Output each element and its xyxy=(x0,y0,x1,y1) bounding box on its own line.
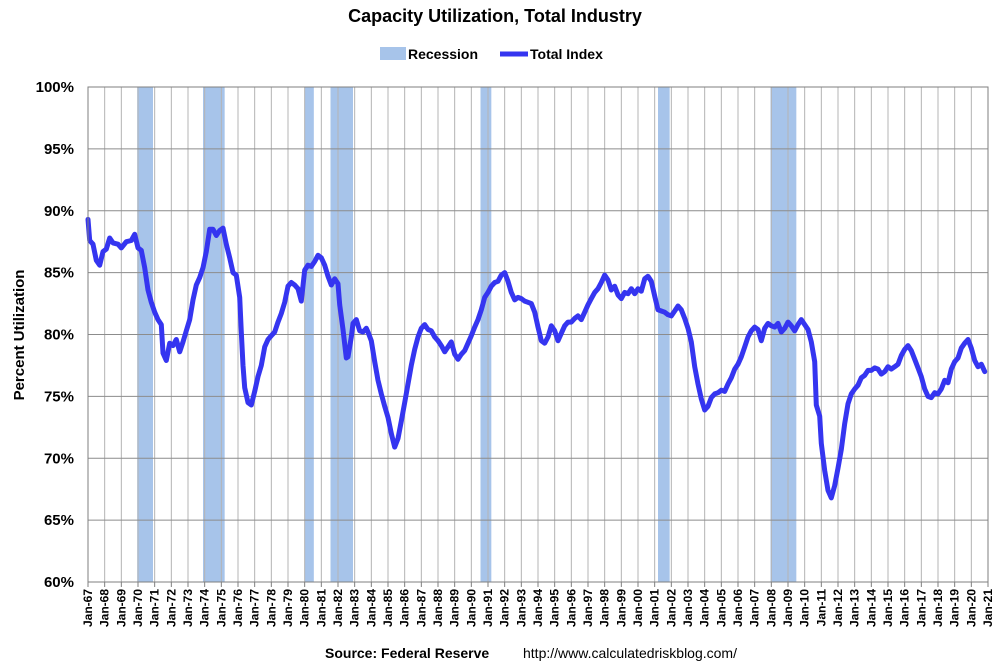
y-tick-label: 90% xyxy=(44,203,74,220)
x-tick-label: Jan-20 xyxy=(964,589,978,627)
x-tick-label: Jan-07 xyxy=(748,589,762,627)
x-tick-label: Jan-85 xyxy=(381,589,395,627)
x-tick-label: Jan-21 xyxy=(981,589,995,627)
y-tick-label: 70% xyxy=(44,450,74,467)
x-tick-label: Jan-93 xyxy=(514,589,528,627)
x-tick-label: Jan-10 xyxy=(798,589,812,627)
x-tick-label: Jan-12 xyxy=(831,589,845,627)
x-tick-label: Jan-83 xyxy=(348,589,362,627)
x-tick-label: Jan-18 xyxy=(931,589,945,627)
source-url: http://www.calculatedriskblog.com/ xyxy=(523,645,737,661)
x-tick-label: Jan-68 xyxy=(98,589,112,627)
x-tick-label: Jan-15 xyxy=(881,589,895,627)
x-tick-label: Jan-09 xyxy=(781,589,795,627)
x-tick-label: Jan-14 xyxy=(864,589,878,627)
x-tick-label: Jan-00 xyxy=(631,589,645,627)
x-tick-label: Jan-94 xyxy=(531,589,545,627)
y-tick-label: 60% xyxy=(44,574,74,591)
x-tick-label: Jan-72 xyxy=(164,589,178,627)
x-tick-label: Jan-70 xyxy=(131,589,145,627)
x-tick-label: Jan-79 xyxy=(281,589,295,627)
x-tick-label: Jan-98 xyxy=(598,589,612,627)
x-tick-label: Jan-73 xyxy=(181,589,195,627)
legend: Recession Total Index xyxy=(380,46,603,62)
chart-title: Capacity Utilization, Total Industry xyxy=(348,6,642,26)
x-tick-label: Jan-89 xyxy=(448,589,462,627)
x-tick-label: Jan-03 xyxy=(681,589,695,627)
y-tick-label: 65% xyxy=(44,512,74,529)
x-tick-label: Jan-99 xyxy=(614,589,628,627)
y-tick-label: 80% xyxy=(44,327,74,344)
series-layer xyxy=(85,216,988,501)
x-tick-label: Jan-08 xyxy=(764,589,778,627)
x-tick-label: Jan-75 xyxy=(214,589,228,627)
x-tick-label: Jan-78 xyxy=(264,589,278,627)
y-tick-label: 85% xyxy=(44,265,74,282)
x-tick-label: Jan-82 xyxy=(331,589,345,627)
x-tick-label: Jan-74 xyxy=(198,589,212,627)
y-tick-label: 100% xyxy=(36,79,74,96)
x-tick-label: Jan-81 xyxy=(314,589,328,627)
x-tick-label: Jan-11 xyxy=(814,589,828,627)
x-tick-label: Jan-04 xyxy=(698,589,712,627)
x-tick-label: Jan-69 xyxy=(114,589,128,627)
x-tick-label: Jan-19 xyxy=(948,589,962,627)
x-tick-label: Jan-71 xyxy=(148,589,162,627)
legend-total-index-label: Total Index xyxy=(530,46,603,62)
x-tick-label: Jan-67 xyxy=(81,589,95,627)
x-tick-label: Jan-02 xyxy=(664,589,678,627)
y-tick-label: 75% xyxy=(44,388,74,405)
x-tick-label: Jan-92 xyxy=(498,589,512,627)
x-tick-label: Jan-88 xyxy=(431,589,445,627)
x-tick-label: Jan-76 xyxy=(231,589,245,627)
legend-recession-swatch xyxy=(380,47,406,60)
x-tick-label: Jan-13 xyxy=(848,589,862,627)
x-tick-label: Jan-17 xyxy=(914,589,928,627)
y-tick-labels: 60% 65% 70% 75% 80% 85% 90% 95% 100% xyxy=(36,79,74,591)
x-tick-label: Jan-97 xyxy=(581,589,595,627)
x-tick-label: Jan-90 xyxy=(464,589,478,627)
x-tick-label: Jan-77 xyxy=(248,589,262,627)
x-tick-label: Jan-84 xyxy=(364,589,378,627)
x-tick-label: Jan-86 xyxy=(398,589,412,627)
legend-recession-label: Recession xyxy=(408,46,478,62)
x-tick-label: Jan-96 xyxy=(564,589,578,627)
y-tick-label: 95% xyxy=(44,141,74,158)
source-label: Source: Federal Reserve xyxy=(325,645,489,661)
y-axis-label: Percent Utilization xyxy=(11,270,28,401)
x-tick-label: Jan-05 xyxy=(714,589,728,627)
x-tick-labels: Jan-67 Jan-68 Jan-69 Jan-70 Jan-71 Jan-72 Jan-… xyxy=(81,589,995,627)
x-tick-label: Jan-80 xyxy=(298,589,312,627)
x-tick-label: Jan-95 xyxy=(548,589,562,627)
x-tick-label: Jan-91 xyxy=(481,589,495,627)
axes xyxy=(87,86,989,587)
x-tick-label: Jan-01 xyxy=(648,589,662,627)
x-tick-label: Jan-06 xyxy=(731,589,745,627)
x-tick-label: Jan-87 xyxy=(414,589,428,627)
series-total-index-line xyxy=(85,216,988,501)
x-tick-label: Jan-16 xyxy=(898,589,912,627)
